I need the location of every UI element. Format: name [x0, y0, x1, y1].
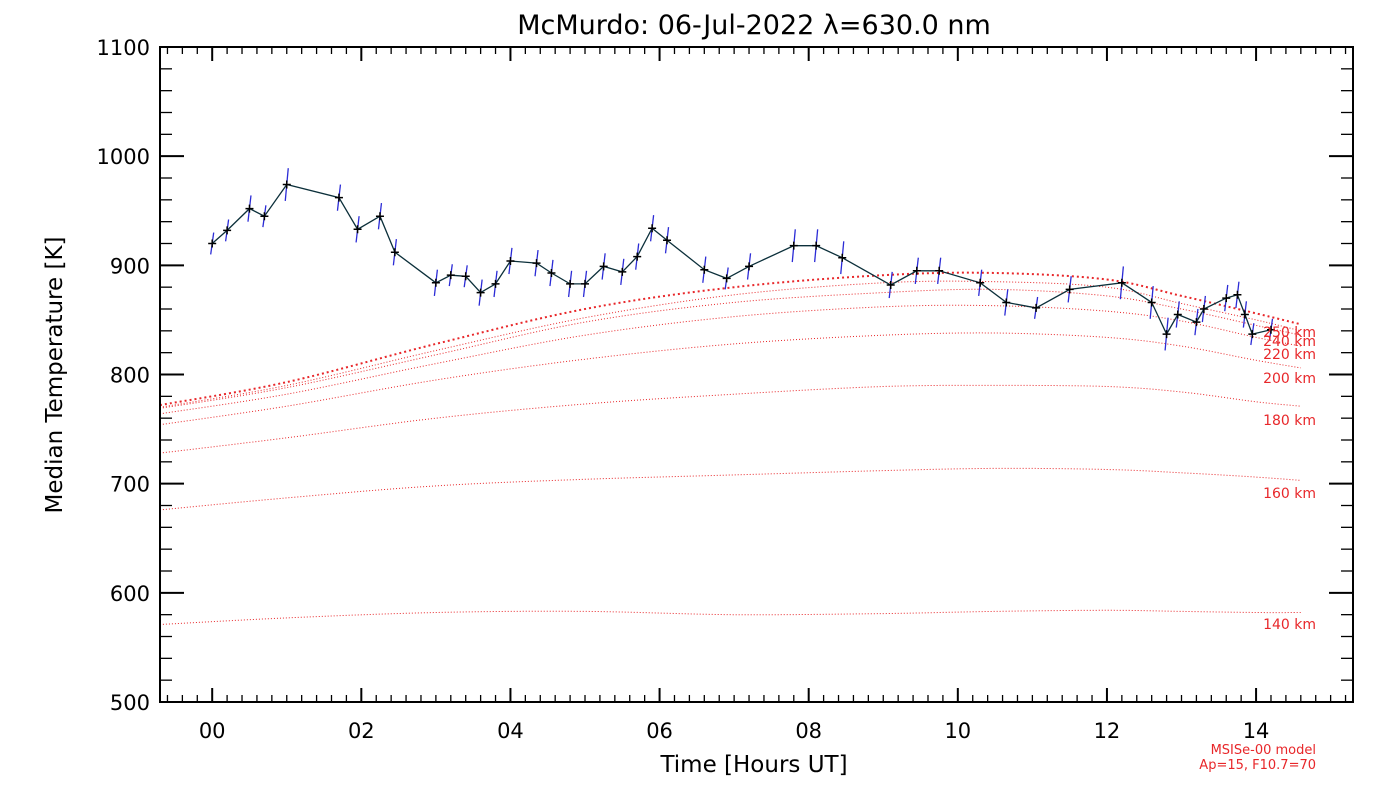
- model-curve-160km: [159, 467, 1301, 511]
- y-tick-label: 700: [110, 473, 150, 497]
- x-tick-label: 00: [199, 719, 226, 743]
- data-point: [1222, 294, 1231, 303]
- y-tick-label: 500: [110, 691, 150, 715]
- y-tick-label: 1000: [97, 145, 150, 169]
- data-point: [886, 280, 895, 289]
- model-label-240km: 240 km: [1263, 334, 1316, 350]
- data-point: [1240, 310, 1249, 319]
- data-point: [812, 241, 821, 250]
- model-label-200km: 200 km: [1263, 371, 1316, 387]
- axis-ticks: 00 02 04 06 08 10 12 14 500 600 700 800 900 1000 1100: [97, 36, 1353, 743]
- model-label-180km: 180 km: [1263, 413, 1316, 429]
- data-point: [1192, 318, 1201, 327]
- data-point: [1032, 303, 1041, 312]
- data-point: [1173, 310, 1182, 319]
- data-point: [446, 271, 455, 280]
- data-point: [334, 193, 343, 202]
- y-tick-label: 600: [110, 582, 150, 606]
- data-point: [491, 279, 500, 288]
- data-point: [700, 265, 709, 274]
- model-curve-220km: [159, 304, 1301, 415]
- measurement-line: [211, 183, 1272, 336]
- x-tick-label: 10: [944, 719, 971, 743]
- data-point: [532, 259, 541, 268]
- data-point: [476, 288, 485, 297]
- x-tick-label: 12: [1094, 719, 1121, 743]
- model-label-160km: 160 km: [1263, 486, 1316, 502]
- data-point: [223, 226, 232, 235]
- x-tick-label: 08: [795, 719, 822, 743]
- data-point: [260, 212, 269, 221]
- model-curve-200km: [159, 332, 1301, 426]
- data-point: [1162, 330, 1171, 339]
- data-point: [506, 256, 515, 265]
- data-point: [547, 268, 556, 277]
- data-point: [431, 278, 440, 287]
- data-point: [599, 262, 608, 271]
- model-curves: [159, 271, 1302, 625]
- data-point: [1266, 325, 1275, 334]
- model-curve-240km: [159, 288, 1301, 409]
- plot-frame: [159, 46, 1354, 703]
- data-point: [722, 274, 731, 283]
- data-point: [745, 262, 754, 271]
- data-point: [1117, 278, 1126, 287]
- measurement-series: [208, 168, 1275, 351]
- data-point: [633, 252, 642, 261]
- model-curve-180km: [159, 384, 1301, 454]
- x-tick-label: 14: [1243, 719, 1270, 743]
- data-point: [618, 267, 627, 276]
- x-tick-label: 02: [348, 719, 375, 743]
- y-tick-label: 900: [110, 254, 150, 278]
- data-point: [566, 279, 575, 288]
- data-point: [282, 180, 291, 189]
- data-point: [1147, 298, 1156, 307]
- x-tick-label: 06: [646, 719, 673, 743]
- model-label-250km: 250 km: [1263, 325, 1316, 341]
- data-point: [912, 266, 921, 275]
- data-point: [1233, 290, 1242, 299]
- data-point: [1199, 305, 1208, 313]
- model-name-note: MSISe-00 model: [1211, 743, 1316, 758]
- data-point: [208, 239, 217, 248]
- x-tick-label: 04: [497, 719, 524, 743]
- x-axis-label: Time [Hours UT]: [659, 752, 847, 778]
- data-point: [353, 225, 362, 234]
- model-params-note: Ap=15, F10.7=70: [1199, 758, 1316, 773]
- data-point: [1248, 330, 1257, 339]
- data-point: [838, 253, 847, 262]
- data-point: [1002, 298, 1011, 307]
- data-point: [461, 272, 470, 281]
- data-point: [245, 204, 254, 213]
- y-axis-label: Median Temperature [K]: [42, 237, 68, 514]
- model-curve-250km: [159, 280, 1301, 408]
- data-point: [390, 248, 399, 257]
- data-point: [789, 241, 798, 250]
- model-label-220km: 220 km: [1263, 347, 1316, 363]
- data-point: [935, 266, 944, 275]
- model-curve-140km: [159, 609, 1301, 625]
- y-tick-label: 800: [110, 364, 150, 388]
- model-curve-top: [159, 271, 1302, 407]
- data-point: [1065, 285, 1074, 294]
- data-point: [976, 278, 985, 287]
- model-label-140km: 140 km: [1263, 617, 1316, 633]
- data-point: [581, 279, 590, 288]
- data-point: [648, 224, 657, 233]
- chart-title: McMurdo: 06-Jul-2022 λ=630.0 nm: [517, 10, 991, 41]
- data-point: [375, 212, 384, 221]
- data-point: [663, 236, 672, 245]
- y-tick-label: 1100: [97, 36, 150, 60]
